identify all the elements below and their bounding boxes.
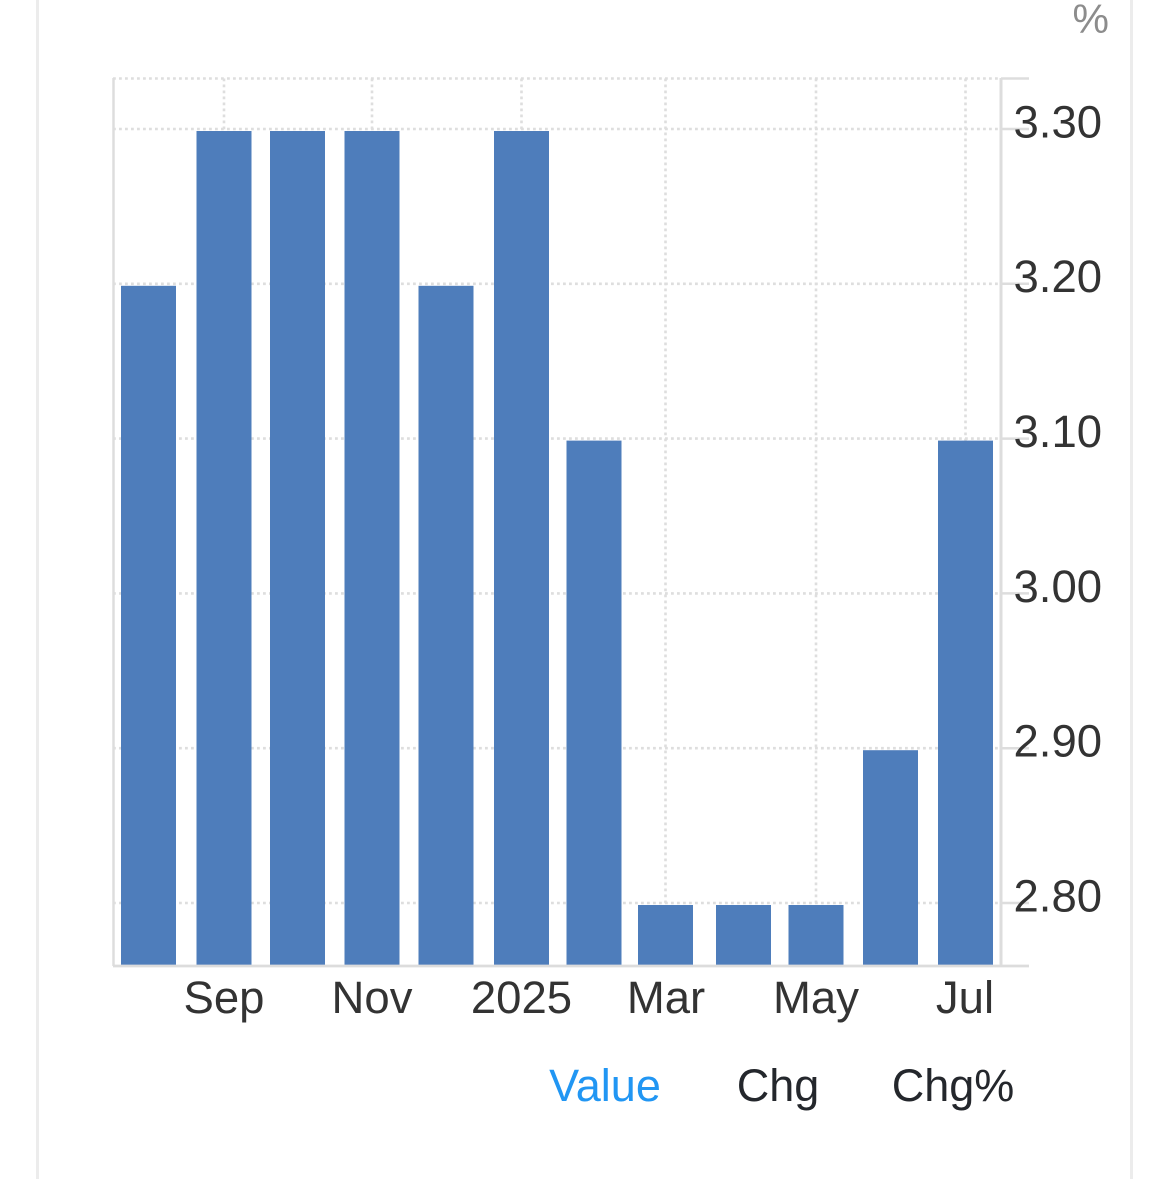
svg-text:3.20: 3.20 [1014,251,1103,302]
svg-text:2025: 2025 [471,972,572,1023]
svg-text:2.90: 2.90 [1014,716,1103,767]
svg-text:Chg: Chg [737,1060,820,1111]
svg-text:3.10: 3.10 [1014,406,1103,457]
svg-text:3.00: 3.00 [1014,561,1103,612]
svg-text:Sep: Sep [184,972,265,1023]
svg-text:%: % [1073,0,1109,42]
svg-text:Jul: Jul [936,972,994,1023]
svg-text:Nov: Nov [332,972,413,1023]
svg-text:2.80: 2.80 [1014,870,1103,921]
svg-text:3.30: 3.30 [1014,97,1103,148]
svg-text:May: May [773,972,859,1023]
svg-text:Mar: Mar [627,972,705,1023]
svg-text:Value: Value [549,1060,661,1111]
svg-text:Chg%: Chg% [892,1060,1015,1111]
